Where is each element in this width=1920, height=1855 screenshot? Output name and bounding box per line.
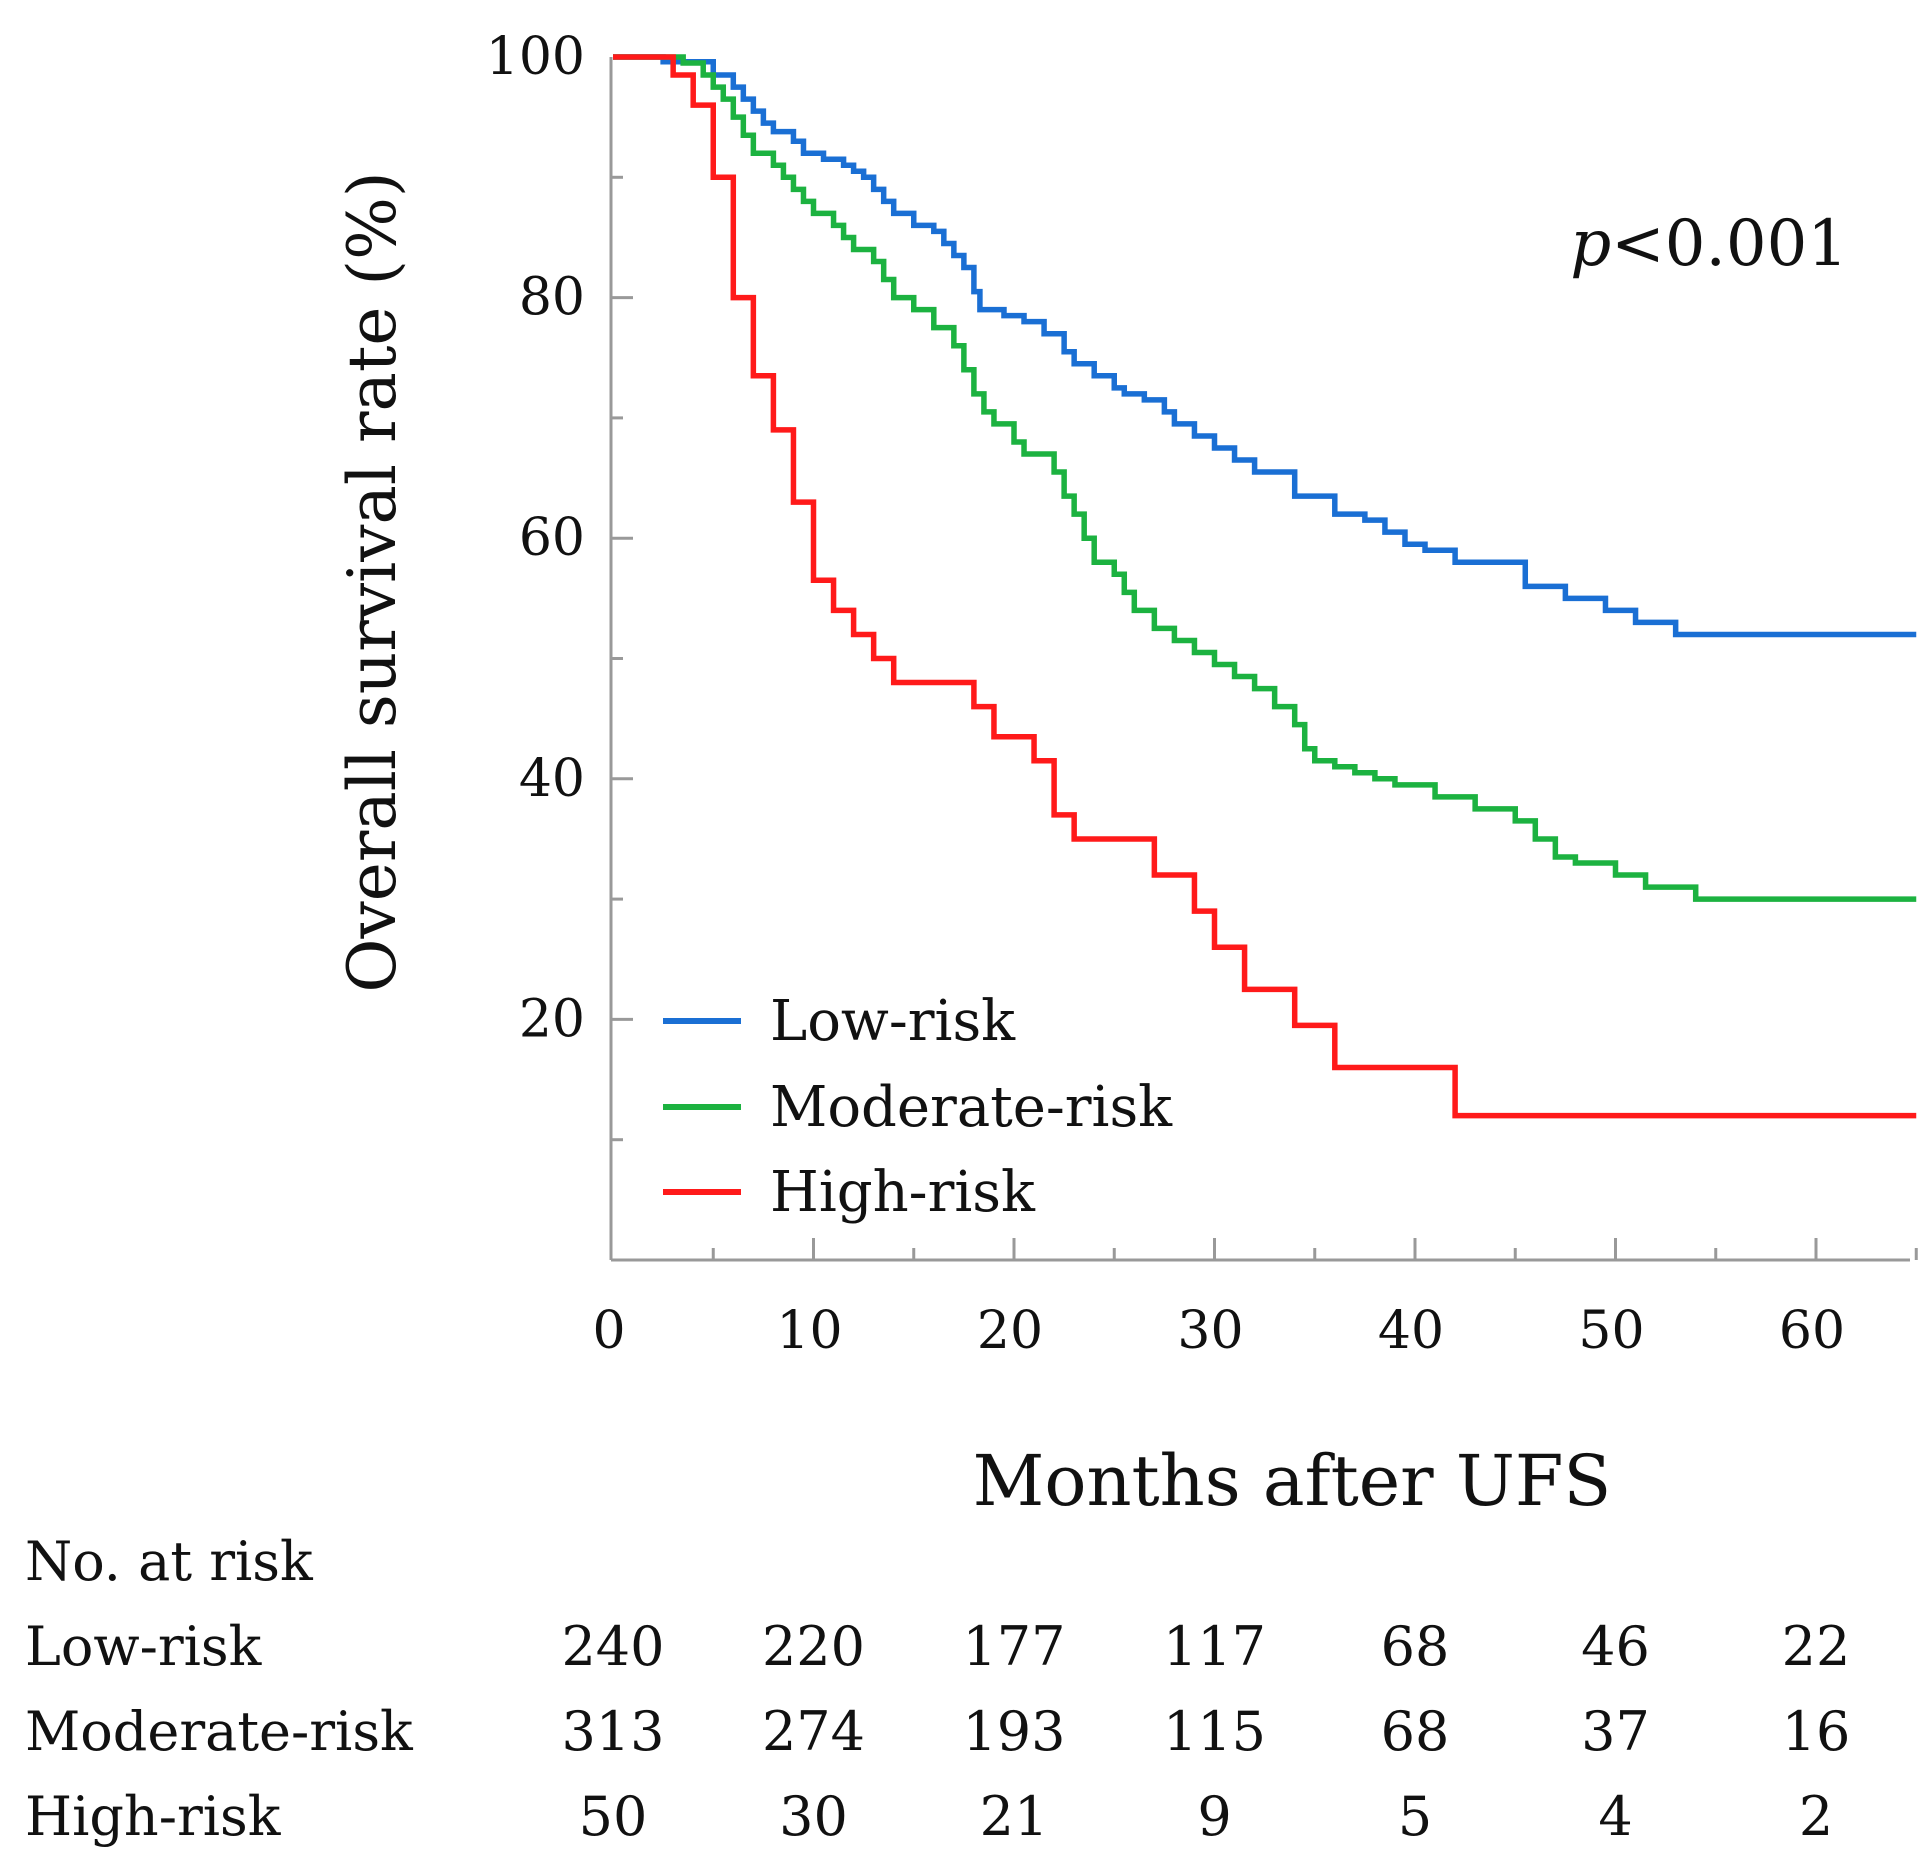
series-line-high-risk: [613, 54, 1917, 1119]
at-risk-cell: 313: [561, 1700, 664, 1763]
x-tick-label: 30: [1177, 1301, 1243, 1361]
at-risk-cell: 117: [1163, 1615, 1266, 1678]
y-tick-label: 100: [486, 27, 585, 87]
at-risk-table: No. at risk Low-risk Moderate-risk High-…: [25, 1530, 1850, 1848]
at-risk-cell: 274: [762, 1700, 865, 1763]
legend-label-moderate-risk: Moderate-risk: [770, 1075, 1173, 1140]
p-value-annotation: p<0.001: [1570, 207, 1848, 281]
x-tick-label: 10: [776, 1301, 842, 1361]
y-tick-label: 40: [519, 749, 585, 809]
at-risk-cell: 16: [1782, 1700, 1851, 1763]
at-risk-row-label-low: Low-risk: [25, 1615, 263, 1678]
x-tick-label: 40: [1378, 1301, 1444, 1361]
axis-ticks: 0 10 20 30 40 50 60 20 40 60 80 100: [486, 27, 1918, 1361]
x-axis-title: Months after UFS: [973, 1440, 1612, 1522]
x-tick-label: 20: [977, 1301, 1043, 1361]
legend: Low-risk Moderate-risk High-risk: [663, 989, 1173, 1225]
at-risk-cell: 115: [1163, 1700, 1266, 1763]
at-risk-cell: 4: [1598, 1785, 1632, 1848]
legend-label-high-risk: High-risk: [770, 1160, 1036, 1225]
at-risk-cell: 21: [980, 1785, 1049, 1848]
at-risk-row-label-high: High-risk: [25, 1785, 282, 1848]
at-risk-cell: 177: [962, 1615, 1065, 1678]
at-risk-cell: 30: [779, 1785, 848, 1848]
y-axis-title: Overall survival rate (%): [334, 171, 411, 992]
x-tick-label: 0: [592, 1301, 625, 1361]
x-tick-label: 50: [1578, 1301, 1644, 1361]
survival-curves: [613, 54, 1917, 1119]
at-risk-cell: 2: [1799, 1785, 1833, 1848]
at-risk-cell: 22: [1782, 1615, 1851, 1678]
at-risk-cell: 68: [1381, 1615, 1450, 1678]
at-risk-cell: 240: [561, 1615, 664, 1678]
series-line-moderate-risk: [613, 54, 1917, 902]
at-risk-title: No. at risk: [25, 1530, 314, 1593]
x-tick-label: 60: [1779, 1301, 1845, 1361]
at-risk-cell: 46: [1581, 1615, 1650, 1678]
at-risk-cell: 68: [1381, 1700, 1450, 1763]
at-risk-values: 240 220 177 117 68 46 22 313 274 193 115 68 37 16 50 30…: [561, 1615, 1850, 1848]
legend-label-low-risk: Low-risk: [770, 989, 1016, 1054]
p-value-text: <0.001: [1611, 207, 1848, 281]
at-risk-row-label-moderate: Moderate-risk: [25, 1700, 414, 1763]
series-line-low-risk: [613, 54, 1917, 638]
at-risk-cell: 9: [1197, 1785, 1231, 1848]
p-value-symbol: p: [1570, 207, 1611, 281]
at-risk-cell: 5: [1398, 1785, 1432, 1848]
y-tick-label: 60: [519, 508, 585, 568]
y-tick-label: 20: [519, 989, 585, 1049]
at-risk-cell: 220: [762, 1615, 865, 1678]
at-risk-cell: 193: [962, 1700, 1065, 1763]
at-risk-cell: 50: [579, 1785, 648, 1848]
y-tick-label: 80: [519, 268, 585, 328]
at-risk-cell: 37: [1581, 1700, 1650, 1763]
